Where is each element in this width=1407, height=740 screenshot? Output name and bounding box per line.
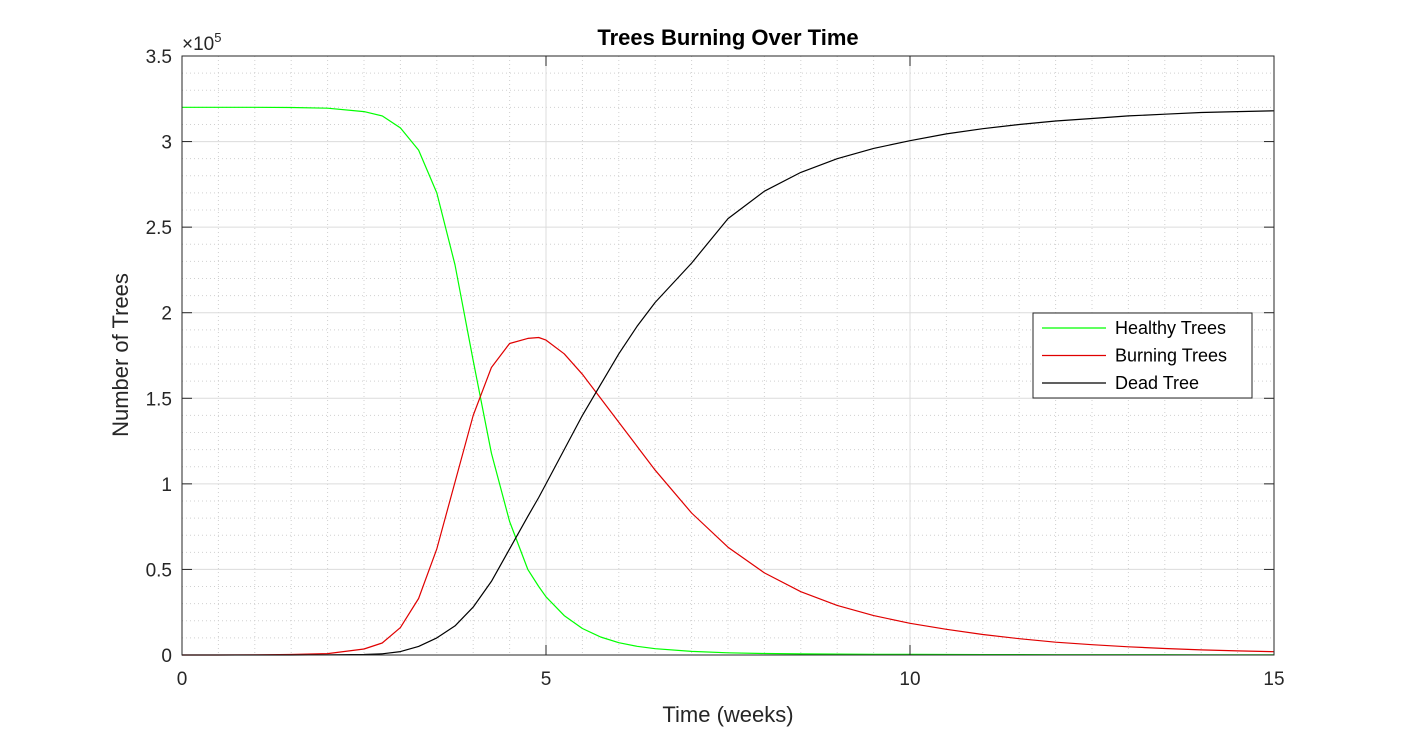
legend-entry: Burning Trees [1115,346,1227,366]
y-tick-label: 0 [161,646,172,667]
y-tick-labels: 0 0.5 1 1.5 2 2.5 3 3.5 [146,47,172,667]
legend-entry: Dead Tree [1115,373,1199,393]
y-tick-label: 2 [161,304,172,325]
legend-entry: Healthy Trees [1115,318,1226,338]
x-tick-label: 5 [541,669,552,690]
y-tick-label: 2.5 [146,218,172,239]
x-tick-labels: 0 5 10 15 [177,669,1285,690]
y-tick-label: 3.5 [146,47,172,68]
y-tick-label: 0.5 [146,560,172,581]
y-axis-label: Number of Trees [108,273,133,437]
x-tick-label: 10 [899,669,920,690]
y-axis-exponent: ×105 [182,30,221,55]
series-line-burning-trees [182,336,1275,656]
x-axis-label: Time (weeks) [662,702,793,727]
y-tick-label: 1.5 [146,389,172,410]
y-axis-exponent-base: ×10 [182,34,214,55]
x-tick-label: 0 [177,669,188,690]
axis-ticks [181,55,1275,656]
legend: Healthy Trees Burning Trees Dead Tree [1032,312,1253,399]
y-tick-label: 1 [161,475,172,496]
plot-area-frame [181,55,1275,656]
y-tick-label: 3 [161,133,172,154]
series-line-dead-tree [182,110,1275,656]
major-grid [181,55,1275,656]
y-axis-exponent-power: 5 [214,30,221,45]
x-tick-label: 15 [1263,669,1284,690]
chart-title: Trees Burning Over Time [597,25,858,50]
